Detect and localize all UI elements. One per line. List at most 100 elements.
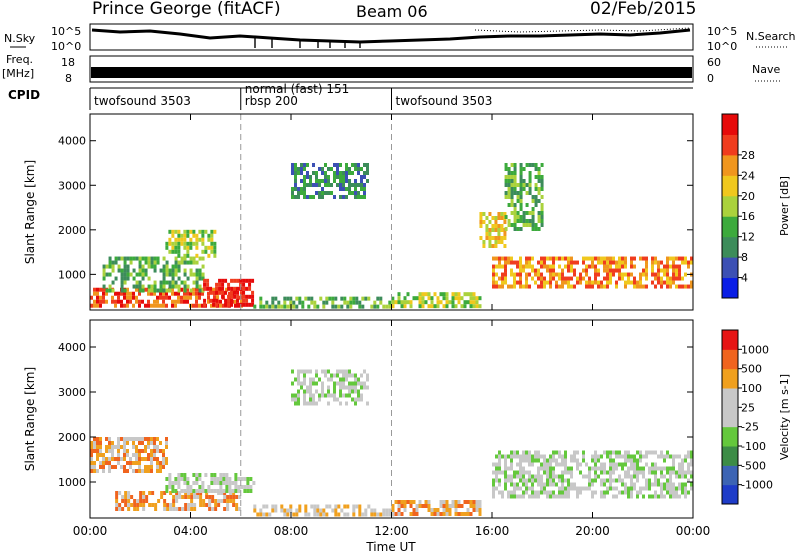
- heatmap-cell: [537, 179, 541, 183]
- heatmap-cell: [319, 296, 323, 301]
- heatmap-cell: [144, 445, 147, 449]
- heatmap-cell: [606, 284, 609, 289]
- heatmap-cell: [213, 245, 217, 250]
- heatmap-cell: [379, 300, 383, 305]
- heatmap-cell: [121, 495, 125, 499]
- heatmap-cell: [339, 369, 342, 374]
- heatmap-cell: [382, 512, 386, 517]
- heatmap-cell: [111, 453, 114, 457]
- heatmap-cell: [150, 260, 154, 265]
- heatmap-cell: [168, 477, 172, 481]
- heatmap-cell: [297, 369, 300, 374]
- heatmap-cell: [555, 482, 558, 487]
- heatmap-cell: [99, 295, 102, 300]
- heatmap-cell: [678, 264, 681, 269]
- heatmap-cell: [141, 288, 145, 293]
- heatmap-cell: [195, 299, 198, 304]
- heatmap-cell: [114, 276, 118, 281]
- heatmap-cell: [504, 268, 507, 273]
- heatmap-cell: [504, 179, 508, 183]
- heatmap-cell: [204, 473, 208, 477]
- heatmap-cell: [507, 175, 511, 179]
- heatmap-cell: [259, 512, 263, 517]
- heatmap-cell: [645, 268, 648, 273]
- y-axis-title: Slant Range [km]: [23, 160, 37, 264]
- heatmap-cell: [189, 237, 193, 242]
- heatmap-cell: [415, 296, 419, 301]
- heatmap-cell: [303, 377, 306, 382]
- heatmap-cell: [510, 478, 513, 483]
- heatmap-cell: [183, 299, 186, 304]
- heatmap-cell: [212, 290, 216, 295]
- heatmap-cell: [234, 485, 238, 489]
- heatmap-cell: [172, 499, 176, 503]
- heatmap-cell: [603, 462, 606, 467]
- heatmap-cell: [363, 385, 366, 390]
- heatmap-cell: [108, 441, 111, 445]
- heatmap-cell: [147, 469, 150, 473]
- heatmap-cell: [504, 191, 508, 195]
- heatmap-cell: [648, 486, 651, 491]
- heatmap-cell: [543, 490, 546, 495]
- heatmap-cell: [600, 260, 603, 265]
- heatmap-cell: [570, 256, 573, 261]
- heatmap-cell: [99, 303, 102, 308]
- heatmap-cell: [603, 478, 606, 483]
- heatmap-cell: [534, 203, 538, 207]
- heatmap-cell: [543, 260, 546, 265]
- heatmap-cell: [546, 466, 549, 471]
- heatmap-cell: [672, 276, 675, 281]
- heatmap-cell: [651, 268, 654, 273]
- heatmap-cell: [463, 304, 467, 309]
- heatmap-cell: [528, 474, 531, 479]
- heatmap-cell: [436, 508, 440, 512]
- heatmap-cell: [561, 284, 564, 289]
- heatmap-cell: [141, 457, 144, 461]
- heatmap-cell: [564, 490, 567, 495]
- heatmap-cell: [403, 304, 407, 309]
- heatmap-cell: [585, 268, 588, 273]
- heatmap-cell: [192, 241, 196, 246]
- heatmap-cell: [494, 236, 498, 240]
- heatmap-cell: [549, 276, 552, 281]
- heatmap-cell: [430, 512, 434, 516]
- heatmap-cell: [357, 381, 360, 386]
- heatmap-cell: [570, 454, 573, 459]
- heatmap-cell: [139, 495, 143, 499]
- heatmap-cell: [177, 276, 181, 281]
- heatmap-cell: [606, 450, 609, 455]
- heatmap-cell: [297, 397, 300, 402]
- heatmap-cell: [192, 303, 195, 308]
- heatmap-cell: [564, 466, 567, 471]
- heatmap-cell: [203, 278, 207, 283]
- heatmap-cell: [316, 504, 320, 509]
- heatmap-cell: [519, 183, 523, 187]
- heatmap-cell: [245, 294, 249, 299]
- heatmap-cell: [111, 260, 115, 265]
- heatmap-cell: [162, 272, 166, 277]
- heatmap-cell: [186, 481, 190, 485]
- heatmap-cell: [540, 474, 543, 479]
- heatmap-cell: [430, 508, 434, 512]
- heatmap-cell: [492, 276, 495, 281]
- heatmap-cell: [138, 437, 141, 441]
- heatmap-cell: [609, 450, 612, 455]
- heatmap-cell: [249, 485, 253, 489]
- heatmap-cell: [606, 280, 609, 285]
- heatmap-cell: [117, 437, 120, 441]
- heatmap-cell: [522, 478, 525, 483]
- heatmap-cell: [204, 229, 208, 234]
- heatmap-cell: [124, 503, 128, 507]
- heatmap-cell: [177, 299, 180, 304]
- heatmap-cell: [672, 280, 675, 285]
- heatmap-cell: [357, 183, 360, 187]
- heatmap-cell: [105, 457, 108, 461]
- heatmap-cell: [519, 466, 522, 471]
- heatmap-cell: [168, 288, 172, 293]
- heatmap-cell: [245, 302, 249, 307]
- heatmap-cell: [603, 490, 606, 495]
- heatmap-cell: [678, 474, 681, 479]
- heatmap-cell: [597, 268, 600, 273]
- heatmap-cell: [433, 508, 437, 512]
- heatmap-cell: [256, 512, 260, 517]
